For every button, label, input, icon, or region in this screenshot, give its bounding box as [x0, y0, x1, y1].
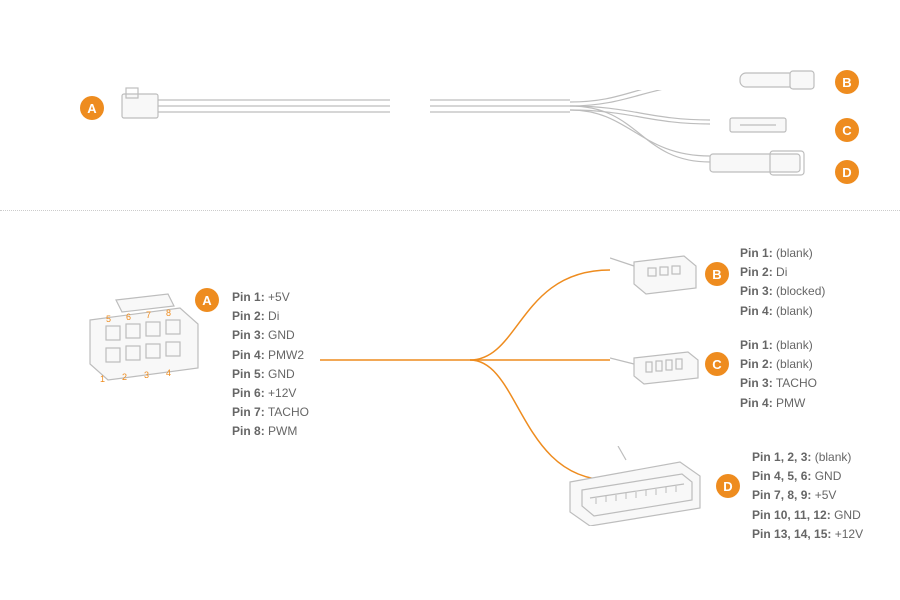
pin-row: Pin 1, 2, 3: (blank): [752, 448, 863, 467]
pin-number-2: 2: [122, 372, 127, 382]
cable-top: [210, 90, 770, 180]
connector-a-top-drawing: [120, 86, 210, 126]
pin-number-6: 6: [126, 312, 131, 322]
pin-row: Pin 10, 11, 12: GND: [752, 506, 863, 525]
pin-row: Pin 3: TACHO: [740, 374, 817, 393]
connector-b-top-drawing: [710, 70, 820, 90]
pin-row: Pin 1: (blank): [740, 336, 817, 355]
connector-d-top-drawing: [700, 148, 820, 178]
pin-row: Pin 7: TACHO: [232, 403, 309, 422]
pin-number-7: 7: [146, 310, 151, 320]
badge-c-bottom: C: [705, 352, 729, 376]
section-divider: [0, 210, 900, 211]
connector-c-drawing: [610, 344, 700, 390]
pin-row: Pin 4: (blank): [740, 302, 825, 321]
badge-b-bottom: B: [705, 262, 729, 286]
badge-d-top: D: [835, 160, 859, 184]
pin-number-5: 5: [106, 314, 111, 324]
pin-number-8: 8: [166, 308, 171, 318]
pin-row: Pin 7, 8, 9: +5V: [752, 486, 863, 505]
pin-row: Pin 4, 5, 6: GND: [752, 467, 863, 486]
pin-row: Pin 4: PMW2: [232, 346, 309, 365]
badge-b-top: B: [835, 70, 859, 94]
badge-a-bottom: A: [195, 288, 219, 312]
connector-b-drawing: [610, 248, 700, 298]
pin-number-4: 4: [166, 368, 171, 378]
pin-row: Pin 2: (blank): [740, 355, 817, 374]
connector-d-drawing: [560, 446, 710, 526]
pin-row: Pin 1: +5V: [232, 288, 309, 307]
pinlist-c: Pin 1: (blank) Pin 2: (blank) Pin 3: TAC…: [740, 336, 817, 413]
pin-row: Pin 1: (blank): [740, 244, 825, 263]
pin-row: Pin 3: GND: [232, 326, 309, 345]
connector-c-top-drawing: [710, 116, 800, 134]
pin-number-1: 1: [100, 374, 105, 384]
pin-row: Pin 4: PMW: [740, 394, 817, 413]
badge-a-top: A: [80, 96, 104, 120]
pinlist-b: Pin 1: (blank) Pin 2: Di Pin 3: (blocked…: [740, 244, 825, 321]
pinlist-d: Pin 1, 2, 3: (blank) Pin 4, 5, 6: GND Pi…: [752, 448, 863, 544]
badge-c-top: C: [835, 118, 859, 142]
pin-row: Pin 8: PWM: [232, 422, 309, 441]
pin-row: Pin 2: Di: [740, 263, 825, 282]
pin-row: Pin 5: GND: [232, 365, 309, 384]
pin-number-3: 3: [144, 370, 149, 380]
badge-d-bottom: D: [716, 474, 740, 498]
pin-row: Pin 2: Di: [232, 307, 309, 326]
pin-row: Pin 6: +12V: [232, 384, 309, 403]
pinlist-a: Pin 1: +5V Pin 2: Di Pin 3: GND Pin 4: P…: [232, 288, 309, 442]
pin-row: Pin 3: (blocked): [740, 282, 825, 301]
pin-row: Pin 13, 14, 15: +12V: [752, 525, 863, 544]
